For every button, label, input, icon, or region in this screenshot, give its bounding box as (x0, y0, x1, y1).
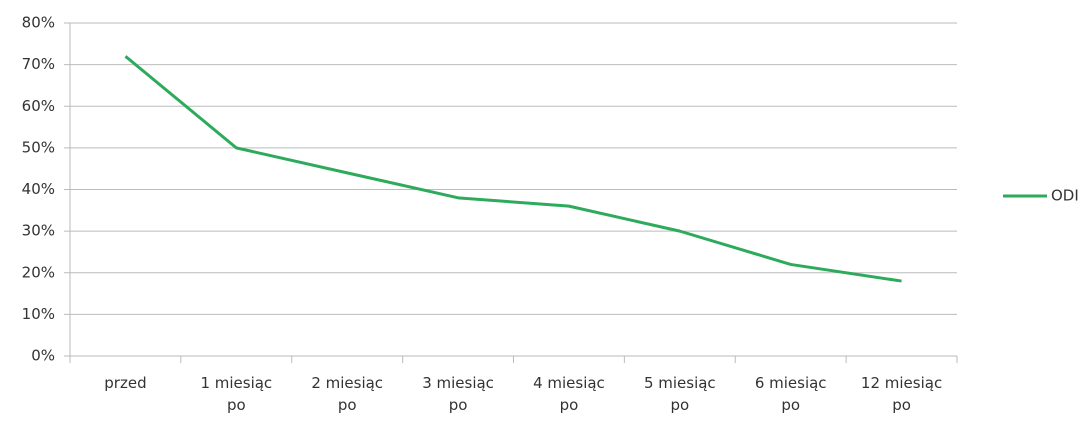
y-tick-label: 70% (22, 55, 55, 73)
y-tick-label: 20% (22, 263, 55, 281)
x-tick-label: 6 miesiąc po (754, 374, 827, 414)
y-tick-label: 50% (22, 138, 55, 156)
y-tick-label: 0% (31, 347, 55, 365)
x-tick-label: 5 miesiąc po (643, 374, 716, 414)
x-tick-label: 2 miesiąc po (311, 374, 384, 414)
legend-label: ODI (1051, 187, 1079, 205)
x-tick-label: przed (104, 374, 147, 392)
x-tick-label: 1 miesiąc po (200, 374, 273, 414)
y-tick-label: 40% (22, 180, 55, 198)
y-tick-label: 80% (22, 14, 55, 32)
y-tick-label: 10% (22, 305, 55, 323)
line (124, 55, 902, 283)
y-tick-label: 60% (22, 97, 55, 115)
y-tick-label: 30% (22, 222, 55, 240)
x-tick-label: 3 miesiąc po (422, 374, 494, 414)
x-tick-label: 12 miesiąc po (860, 374, 943, 414)
x-tick-label: 4 miesiąc po (533, 374, 605, 414)
